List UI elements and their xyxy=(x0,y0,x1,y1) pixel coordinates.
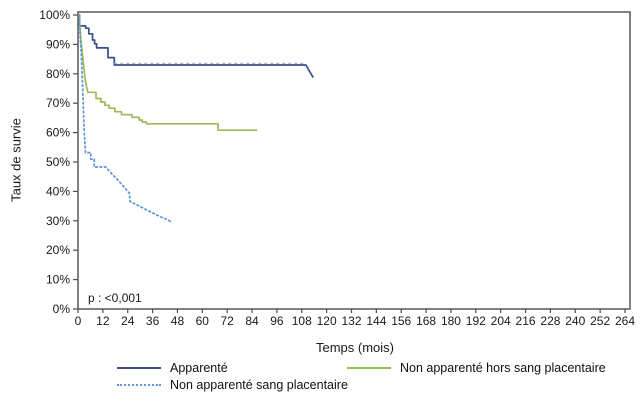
legend-item-non-apparente-hors-sang-placentaire: Non apparenté hors sang placentaire xyxy=(347,361,606,375)
x-tick-label: 96 xyxy=(270,314,284,328)
x-tick-label: 192 xyxy=(466,314,486,328)
plot-frame xyxy=(77,11,631,310)
x-tick-label: 120 xyxy=(317,314,337,328)
legend-label-non-apparente-sang-placentaire: Non apparenté sang placentaire xyxy=(170,378,348,392)
y-tick-label: 100% xyxy=(39,8,70,22)
legend-item-apparente: Apparenté xyxy=(117,361,228,375)
y-tick-label: 80% xyxy=(46,67,70,81)
legend-swatch-apparente xyxy=(117,367,161,369)
y-tick-label: 70% xyxy=(46,96,70,110)
x-tick-label: 48 xyxy=(171,314,185,328)
y-tick-label: 50% xyxy=(46,155,70,169)
y-tick-label: 10% xyxy=(46,273,70,287)
series-line-apparente xyxy=(78,14,314,79)
legend-label-apparente: Apparenté xyxy=(170,361,228,375)
x-tick-label: 108 xyxy=(292,314,312,328)
legend-swatch-non-apparente-sang-placentaire xyxy=(117,384,161,386)
x-tick-label: 84 xyxy=(245,314,259,328)
x-tick-label: 240 xyxy=(565,314,585,328)
x-tick-label: 36 xyxy=(146,314,160,328)
y-tick-label: 20% xyxy=(46,243,70,257)
x-tick-label: 156 xyxy=(391,314,411,328)
x-tick-label: 180 xyxy=(441,314,461,328)
x-tick-label: 216 xyxy=(516,314,536,328)
x-tick-label: 132 xyxy=(341,314,361,328)
y-tick-label: 40% xyxy=(46,184,70,198)
series-line-non-apparente-sang-placentaire xyxy=(78,14,173,224)
p-value-annotation: p : <0,001 xyxy=(88,291,142,305)
x-tick-label: 264 xyxy=(615,314,635,328)
x-axis-title: Temps (mois) xyxy=(315,340,395,355)
x-tick-label: 144 xyxy=(366,314,386,328)
x-tick-label: 24 xyxy=(121,314,135,328)
x-tick-label: 12 xyxy=(96,314,110,328)
y-axis-title: Taux de survie xyxy=(8,118,24,202)
y-tick-label: 60% xyxy=(46,126,70,140)
y-tick-label: 30% xyxy=(46,214,70,228)
x-tick-label: 72 xyxy=(221,314,235,328)
y-tick-label: 0% xyxy=(53,302,71,316)
x-tick-label: 252 xyxy=(590,314,610,328)
x-tick-label: 168 xyxy=(416,314,436,328)
legend-item-non-apparente-sang-placentaire: Non apparenté sang placentaire xyxy=(117,378,348,392)
legend-swatch-non-apparente-hors-sang-placentaire xyxy=(347,367,391,369)
x-tick-label: 204 xyxy=(491,314,511,328)
y-tick-label: 90% xyxy=(46,37,70,51)
series-line-non-apparente-hors-sang-placentaire xyxy=(78,14,258,132)
legend-label-non-apparente-hors-sang-placentaire: Non apparenté hors sang placentaire xyxy=(400,361,606,375)
x-tick-label: 0 xyxy=(75,314,82,328)
x-tick-label: 60 xyxy=(196,314,210,328)
x-tick-label: 228 xyxy=(540,314,560,328)
